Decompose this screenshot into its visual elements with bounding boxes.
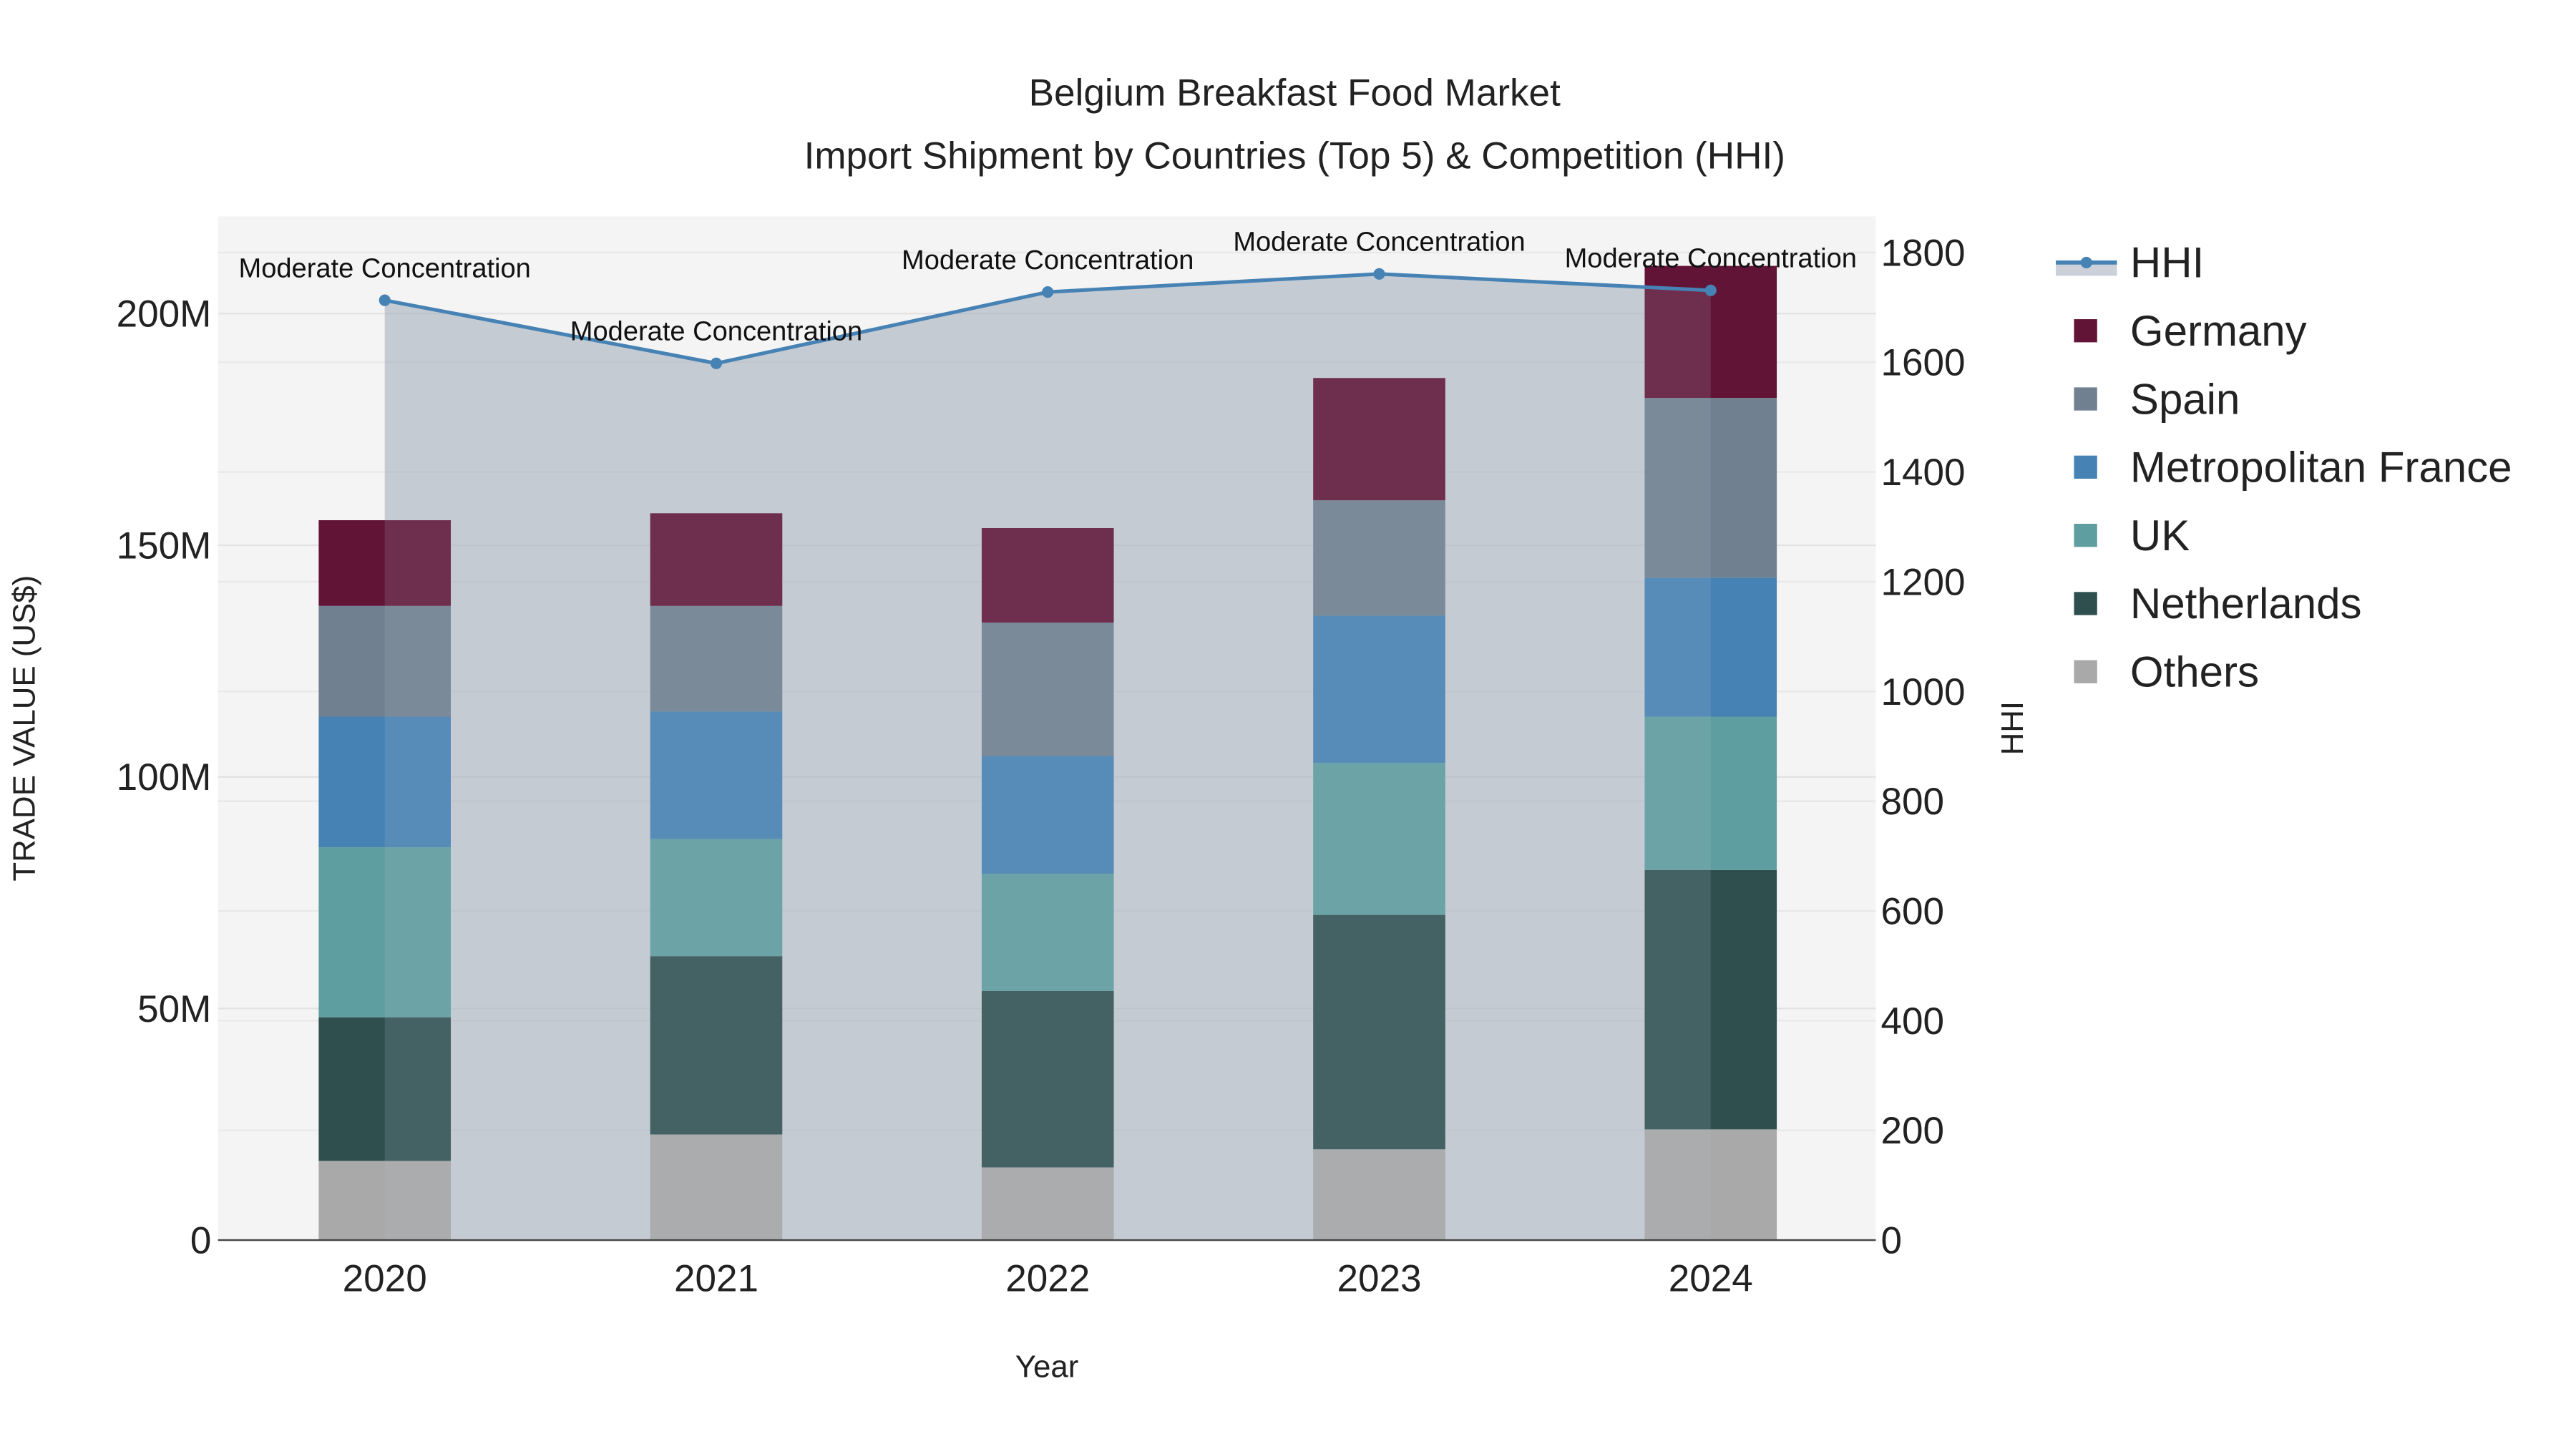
bar-spain-2021 bbox=[650, 605, 783, 712]
hhi-annotation: Moderate Concentration bbox=[570, 316, 862, 346]
hhi-annotation: Moderate Concentration bbox=[1565, 244, 1857, 274]
bar-germany-2020 bbox=[318, 520, 451, 606]
bar-spain-2020 bbox=[318, 605, 451, 717]
y2-axis-ticks: 0 200 400 600 800 1000 1200 1400 1600 1800 bbox=[1880, 232, 1965, 1262]
bar-netherlands-2023 bbox=[1313, 914, 1445, 1150]
bar-others-2022 bbox=[981, 1167, 1114, 1241]
legend-swatch-spain bbox=[2074, 387, 2097, 411]
legend-swatch-uk bbox=[2074, 524, 2097, 547]
hhi-point-2021 bbox=[710, 357, 723, 369]
bar-netherlands-2020 bbox=[318, 1017, 451, 1161]
legend-label-netherlands: Netherlands bbox=[2130, 580, 2362, 628]
y2-tick-label: 1600 bbox=[1880, 342, 1965, 384]
y2-tick-label: 0 bbox=[1880, 1220, 1902, 1262]
legend-hhi-marker bbox=[2080, 256, 2092, 268]
legend: HHI Germany Spain Metropolitan France UK Neth… bbox=[2056, 239, 2512, 696]
bar-metropolitan-france-2023 bbox=[1313, 615, 1445, 763]
bar-metropolitan-france-2024 bbox=[1644, 577, 1777, 717]
y-tick-label: 200M bbox=[117, 293, 212, 336]
hhi-area-overlay bbox=[384, 273, 1711, 1241]
hhi-point-2020 bbox=[379, 294, 391, 306]
legend-label-hhi: HHI bbox=[2130, 239, 2204, 287]
hhi-annotation: Moderate Concentration bbox=[239, 253, 531, 283]
y2-axis-title: HHI bbox=[1995, 701, 2030, 755]
bar-metropolitan-france-2022 bbox=[981, 756, 1114, 874]
y2-tick-label: 400 bbox=[1880, 1000, 1944, 1043]
bars bbox=[318, 265, 1777, 1241]
bar-others-2021 bbox=[650, 1134, 783, 1241]
bar-netherlands-2024 bbox=[1644, 869, 1777, 1130]
y-axis-ticks: 0 50M 100M 150M 200M bbox=[117, 293, 212, 1262]
legend-label-metropolitan-france: Metropolitan France bbox=[2130, 444, 2512, 492]
hhi-line: Moderate Concentration Moderate Concentra… bbox=[239, 228, 1857, 369]
legend-label-others: Others bbox=[2130, 648, 2259, 696]
y2-tick-label: 1800 bbox=[1880, 232, 1965, 274]
hhi-annotation: Moderate Concentration bbox=[1233, 228, 1525, 258]
chart-subtitle: Import Shipment by Countries (Top 5) & C… bbox=[804, 135, 1785, 177]
y-axis-title: TRADE VALUE (US$) bbox=[6, 575, 42, 882]
hhi-annotation: Moderate Concentration bbox=[902, 245, 1194, 275]
bar-netherlands-2022 bbox=[981, 990, 1114, 1168]
bar-uk-2024 bbox=[1644, 716, 1777, 870]
y2-tick-label: 1000 bbox=[1880, 671, 1965, 713]
legend-label-spain: Spain bbox=[2130, 375, 2240, 423]
legend-swatch-netherlands bbox=[2074, 592, 2097, 615]
bar-spain-2022 bbox=[981, 623, 1114, 756]
legend-label-germany: Germany bbox=[2130, 307, 2307, 355]
bar-metropolitan-france-2021 bbox=[650, 711, 783, 839]
bar-others-2020 bbox=[318, 1161, 451, 1241]
chart-title: Belgium Breakfast Food Market bbox=[1029, 72, 1561, 114]
bar-netherlands-2021 bbox=[650, 956, 783, 1135]
x-tick-label: 2023 bbox=[1337, 1258, 1421, 1300]
legend-label-uk: UK bbox=[2130, 512, 2190, 560]
bar-uk-2023 bbox=[1313, 763, 1445, 915]
legend-swatch-germany bbox=[2074, 319, 2097, 343]
hhi-point-2022 bbox=[1042, 286, 1054, 298]
bar-uk-2022 bbox=[981, 873, 1114, 991]
x-tick-label: 2022 bbox=[1005, 1258, 1090, 1300]
bar-metropolitan-france-2020 bbox=[318, 716, 451, 848]
legend-hhi-area-swatch bbox=[2056, 262, 2117, 276]
bar-others-2024 bbox=[1644, 1129, 1777, 1241]
bar-uk-2021 bbox=[650, 839, 783, 957]
y-tick-label: 100M bbox=[117, 756, 212, 799]
bar-germany-2021 bbox=[650, 513, 783, 606]
bar-spain-2023 bbox=[1313, 500, 1445, 616]
bar-others-2023 bbox=[1313, 1149, 1445, 1241]
x-tick-label: 2020 bbox=[343, 1258, 427, 1300]
x-axis-ticks: 2020 2021 2022 2023 2024 bbox=[343, 1258, 1753, 1300]
y2-tick-label: 200 bbox=[1880, 1110, 1944, 1152]
hhi-point-2023 bbox=[1373, 268, 1385, 280]
y2-tick-label: 600 bbox=[1880, 890, 1944, 932]
bar-germany-2022 bbox=[981, 528, 1114, 623]
y2-tick-label: 1400 bbox=[1880, 452, 1965, 494]
y-tick-label: 50M bbox=[137, 988, 211, 1030]
x-tick-label: 2024 bbox=[1669, 1258, 1753, 1300]
y-tick-label: 150M bbox=[117, 525, 212, 567]
y-tick-label: 0 bbox=[190, 1220, 212, 1262]
x-tick-label: 2021 bbox=[674, 1258, 758, 1300]
legend-swatch-others bbox=[2074, 660, 2097, 683]
bar-uk-2020 bbox=[318, 847, 451, 1018]
x-axis-title: Year bbox=[1015, 1350, 1079, 1385]
legend-swatch-metropolitan-france bbox=[2074, 455, 2097, 479]
y2-tick-label: 800 bbox=[1880, 781, 1944, 823]
hhi-area-overlay-fill bbox=[384, 273, 1711, 1241]
hhi-point-2024 bbox=[1704, 284, 1717, 296]
y2-tick-label: 1200 bbox=[1880, 561, 1965, 603]
bar-germany-2023 bbox=[1313, 378, 1445, 501]
bar-spain-2024 bbox=[1644, 398, 1777, 578]
